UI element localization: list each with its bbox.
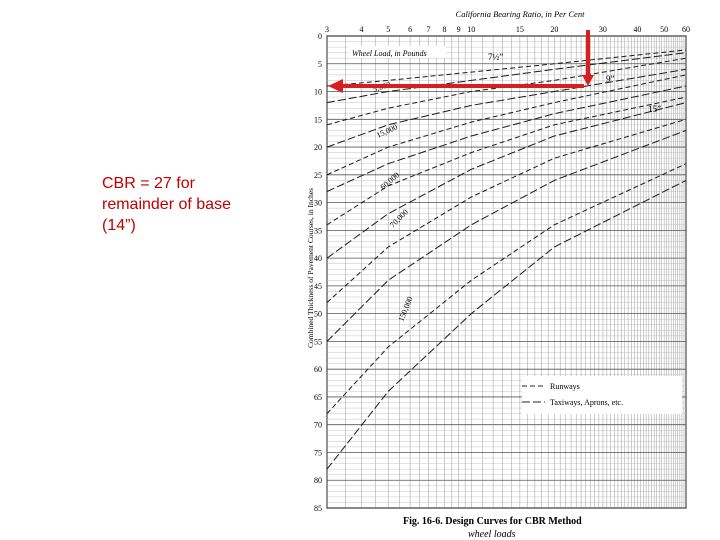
depth-tick-label: 85 xyxy=(314,504,322,513)
cbr-tick-labels: 3 4 5 6 7 8 9 10 15 20 30 40 50 60 xyxy=(325,25,690,34)
wheel-load-label: Wheel Load, in Pounds xyxy=(352,49,427,58)
depth-tick-label: 20 xyxy=(314,143,322,152)
depth-tick-label: 60 xyxy=(314,365,322,374)
legend-taxiways: Taxiways, Aprons, etc. xyxy=(550,398,623,407)
cbr-tick-label: 30 xyxy=(599,25,607,34)
tire-label-7-5: 7½” xyxy=(488,52,503,62)
handwritten-note: wheel loads xyxy=(468,529,516,540)
design-curve xyxy=(326,179,687,470)
cbr-tick-label: 4 xyxy=(359,25,363,34)
design-curve xyxy=(326,68,687,148)
cbr-tick-label: 50 xyxy=(660,25,668,34)
design-curves xyxy=(326,49,687,470)
design-curve xyxy=(326,74,687,176)
cbr-tick-label: 9 xyxy=(457,25,461,34)
depth-tick-label: 5 xyxy=(318,60,322,69)
slide-caption: CBR = 27 for remainder of base (14”) xyxy=(102,173,292,236)
depth-tick-label: 25 xyxy=(314,171,322,180)
design-curve xyxy=(326,102,687,259)
legend-runways: Runways xyxy=(550,382,580,391)
wheel-load-box xyxy=(348,46,446,58)
cbr-tick-label: 7 xyxy=(427,25,431,34)
depth-tick-label: 0 xyxy=(318,32,322,41)
depth-tick-label: 35 xyxy=(314,226,322,235)
depth-tick-label: 45 xyxy=(314,282,322,291)
depth-tick-label: 30 xyxy=(314,199,322,208)
cbr-tick-label: 5 xyxy=(386,25,390,34)
depth-tick-label: 70 xyxy=(314,421,322,430)
depth-tick-label: 40 xyxy=(314,254,322,263)
caption-line-1: CBR = 27 for xyxy=(102,175,195,192)
cbr-tick-label: 60 xyxy=(682,25,690,34)
cbr-tick-label: 6 xyxy=(408,25,412,34)
chart-top-title: California Bearing Ratio, in Per Cent xyxy=(456,9,586,19)
design-curve xyxy=(326,118,687,303)
plot-frame xyxy=(326,35,687,509)
design-curve xyxy=(326,129,687,342)
design-curve xyxy=(326,52,687,104)
legend-box xyxy=(522,376,682,414)
cbr-tick-label: 20 xyxy=(550,25,558,34)
caption-line-2: remainder of base xyxy=(102,196,231,213)
arrow-horizontal-head xyxy=(328,79,343,93)
design-curve xyxy=(326,163,687,414)
chart-grid xyxy=(326,35,687,509)
cbr-tick-label: 40 xyxy=(633,25,641,34)
tire-label-15: 15” xyxy=(648,104,661,114)
y-axis-label: Combined Thickness of Pavement Courses, … xyxy=(306,188,315,348)
cbr-tick-label: 3 xyxy=(325,25,329,34)
depth-tick-label: 10 xyxy=(314,88,322,97)
design-curve xyxy=(326,49,687,87)
design-curve xyxy=(326,96,687,226)
depth-tick-label: 55 xyxy=(314,337,322,346)
depth-tick-label: 50 xyxy=(314,310,322,319)
depth-tick-labels: 0 5 10 15 20 25 30 35 40 45 50 55 60 65 70 75 80 85 xyxy=(314,32,322,513)
depth-tick-label: 75 xyxy=(314,448,322,457)
design-curve xyxy=(326,57,687,126)
depth-tick-label: 80 xyxy=(314,476,322,485)
design-curve xyxy=(326,85,687,192)
red-annotation-arrow xyxy=(328,30,594,93)
cbr-tick-label: 15 xyxy=(516,25,524,34)
depth-tick-label: 15 xyxy=(314,115,322,124)
tire-label-9: 9” xyxy=(606,74,615,84)
cbr-tick-label: 10 xyxy=(467,25,475,34)
figure-caption: Fig. 16-6. Design Curves for CBR Method xyxy=(403,516,582,527)
arrow-vertical-head xyxy=(582,75,594,86)
depth-tick-label: 65 xyxy=(314,393,322,402)
caption-line-3: (14”) xyxy=(102,217,136,234)
cbr-tick-label: 8 xyxy=(443,25,447,34)
